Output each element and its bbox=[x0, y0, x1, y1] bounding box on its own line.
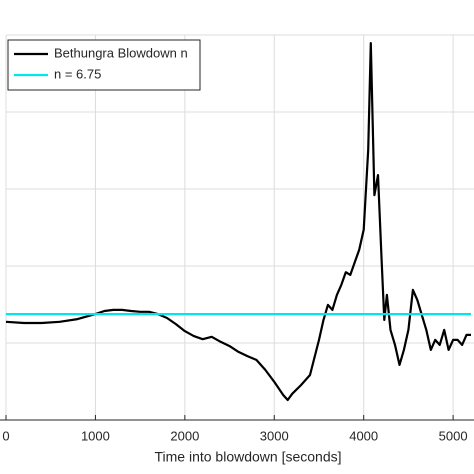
x-tick-label: 5000 bbox=[439, 428, 468, 443]
x-tick-label: 0 bbox=[2, 428, 9, 443]
legend: Bethungra Blowdown n n = 6.75 bbox=[7, 39, 201, 91]
axes: 0 1000 2000 3000 4000 5000 bbox=[0, 415, 474, 443]
plot-lines bbox=[5, 42, 471, 402]
x-axis-label: Time into blowdown [seconds] bbox=[154, 449, 341, 465]
x-tick-label: 1000 bbox=[81, 428, 110, 443]
x-tick-label: 3000 bbox=[260, 428, 289, 443]
grid bbox=[5, 34, 474, 421]
legend-box bbox=[7, 39, 201, 91]
legend-label: Bethungra Blowdown n bbox=[54, 45, 188, 60]
legend-label: n = 6.75 bbox=[54, 66, 101, 81]
x-tick-label: 4000 bbox=[349, 428, 378, 443]
x-tick-label: 2000 bbox=[170, 428, 199, 443]
series-line bbox=[5, 42, 471, 402]
